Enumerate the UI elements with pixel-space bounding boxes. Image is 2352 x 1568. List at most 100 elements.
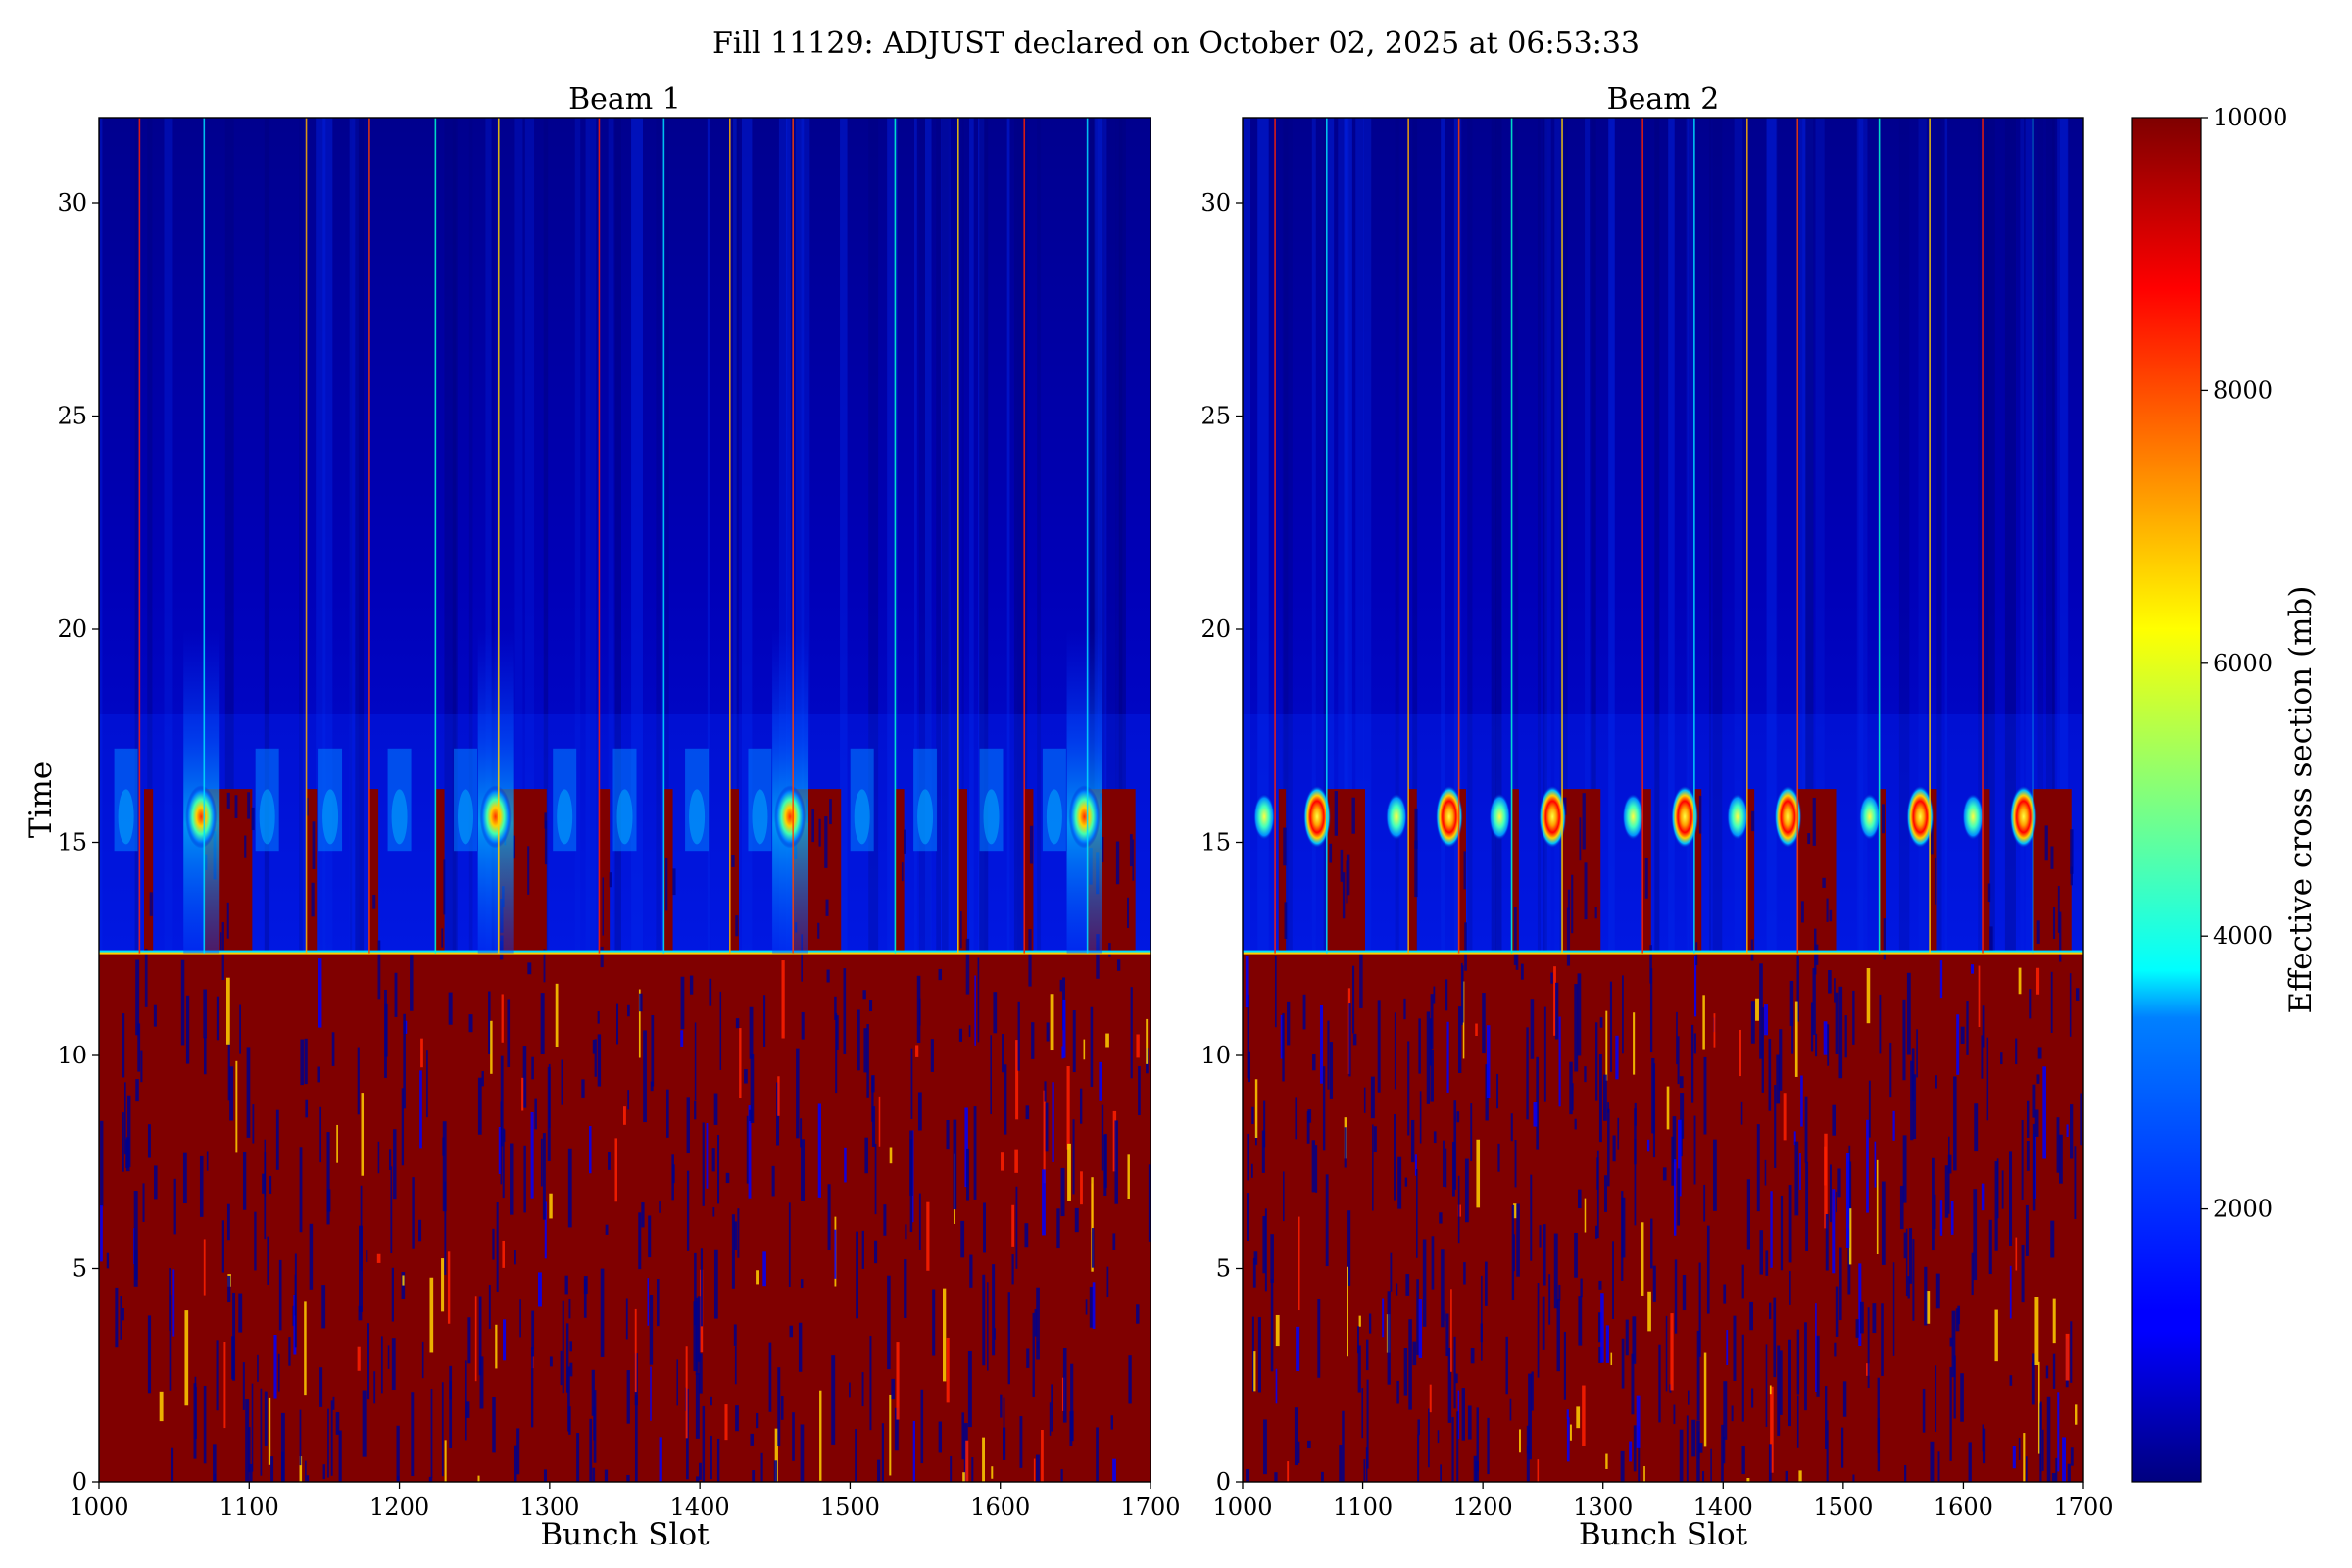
noise-speckle xyxy=(1957,1305,1961,1325)
noise-speckle xyxy=(1810,1002,1814,1052)
noise-speckle xyxy=(1906,972,1911,1055)
gap-speckle xyxy=(1414,840,1418,898)
noise-speckle xyxy=(1688,1390,1690,1405)
noise-speckle xyxy=(696,1476,700,1482)
noise-speckle xyxy=(711,1148,715,1172)
streak xyxy=(1344,118,1349,954)
streak xyxy=(1766,118,1777,954)
noise-speckle xyxy=(699,1353,703,1394)
noise-speckle xyxy=(1539,1225,1542,1248)
noise-speckle xyxy=(444,1181,447,1276)
colorbar-ticks: 2000 4000 6000 8000 10000 xyxy=(2132,104,2287,1483)
noise-speckle xyxy=(251,1383,254,1472)
noise-speckle xyxy=(1257,1317,1261,1393)
streak xyxy=(2045,118,2056,954)
noise-speckle xyxy=(1106,1266,1109,1298)
noise-speckle xyxy=(800,1118,803,1148)
noise-speckle xyxy=(477,1475,480,1482)
noise-speckle xyxy=(891,1378,896,1400)
y-tick-label: 15 xyxy=(57,829,87,857)
noise-speckle xyxy=(2025,1204,2029,1256)
noise-speckle xyxy=(1496,1073,1499,1109)
noise-speckle xyxy=(1740,1101,1743,1125)
noise-speckle xyxy=(1530,1174,1533,1261)
panel-title: Beam 1 xyxy=(568,82,681,117)
gap-speckle xyxy=(735,915,739,937)
noise-speckle xyxy=(2042,1066,2046,1159)
noise-speckle xyxy=(1007,1292,1010,1385)
train-gap xyxy=(306,789,318,954)
streak xyxy=(941,118,949,954)
streak xyxy=(485,118,492,954)
noise-speckle xyxy=(648,1215,652,1258)
gap-speckle xyxy=(220,932,222,955)
noise-speckle xyxy=(634,1308,637,1393)
noise-speckle xyxy=(1130,987,1133,1079)
noise-speckle xyxy=(1363,1459,1366,1482)
gap-speckle xyxy=(1115,841,1120,885)
gap-speckle xyxy=(1883,918,1886,960)
noise-speckle xyxy=(1518,1429,1521,1453)
noise-speckle xyxy=(1462,981,1465,1059)
noise-speckle xyxy=(1847,1228,1851,1295)
gap-speckle xyxy=(600,946,604,968)
noise-speckle xyxy=(1464,1158,1469,1223)
noise-speckle xyxy=(1428,1408,1430,1468)
noise-speckle xyxy=(402,1275,405,1286)
y-tick-label: 10 xyxy=(1200,1042,1231,1069)
noise-speckle xyxy=(1550,972,1553,984)
noise-speckle xyxy=(800,1279,804,1288)
noise-speckle xyxy=(267,1236,270,1285)
noise-speckle xyxy=(1003,1427,1006,1460)
noise-speckle xyxy=(2037,1047,2042,1059)
streak xyxy=(1936,118,1942,954)
noise-speckle xyxy=(1298,1441,1300,1464)
noise-speckle xyxy=(917,1092,922,1131)
noise-speckle xyxy=(542,1133,546,1220)
noise-speckle xyxy=(616,1003,619,1045)
noise-speckle xyxy=(1463,1262,1466,1285)
streak xyxy=(614,118,621,954)
noise-speckle xyxy=(1282,1012,1285,1082)
streak xyxy=(1543,118,1547,954)
gap-speckle xyxy=(1815,944,1819,965)
noise-speckle xyxy=(1015,1186,1018,1269)
noise-speckle xyxy=(713,1093,718,1125)
noise-speckle xyxy=(1002,1033,1004,1073)
noise-speckle xyxy=(1982,1005,1985,1048)
noise-speckle xyxy=(735,1405,739,1432)
noise-speckle xyxy=(1033,1458,1036,1482)
streak xyxy=(778,118,788,954)
noise-speckle xyxy=(2052,1353,2056,1389)
streak xyxy=(914,118,917,954)
streak xyxy=(969,118,974,954)
gap-speckle xyxy=(965,938,970,995)
noise-speckle xyxy=(1631,1353,1635,1415)
noise-speckle xyxy=(1953,1076,1957,1171)
noise-speckle xyxy=(235,1060,238,1153)
noise-speckle xyxy=(1035,1454,1040,1482)
streak xyxy=(1282,118,1293,954)
gap-speckle xyxy=(818,818,821,847)
noise-speckle xyxy=(388,1149,392,1171)
noise-speckle xyxy=(734,1346,737,1385)
streak xyxy=(1654,118,1660,954)
noise-speckle xyxy=(659,1437,662,1482)
noise-speckle xyxy=(1676,1011,1678,1065)
noise-speckle xyxy=(1261,1130,1265,1173)
noise-speckle xyxy=(2070,1104,2074,1159)
noise-speckle xyxy=(1440,1464,1443,1482)
streak xyxy=(2059,118,2068,954)
noise-speckle xyxy=(1582,1385,1586,1446)
noise-speckle xyxy=(1274,1472,1278,1482)
noise-speckle xyxy=(213,1444,217,1482)
streak xyxy=(1609,118,1615,954)
noise-speckle xyxy=(510,1143,514,1215)
noise-speckle xyxy=(467,1317,471,1364)
streak xyxy=(1099,118,1105,954)
noise-speckle xyxy=(1765,1344,1768,1427)
noise-speckle xyxy=(2026,1140,2030,1171)
noise-speckle xyxy=(1019,1416,1023,1468)
noise-speckle xyxy=(1366,1379,1369,1469)
colorbar-tick-label: 8000 xyxy=(2213,376,2273,404)
